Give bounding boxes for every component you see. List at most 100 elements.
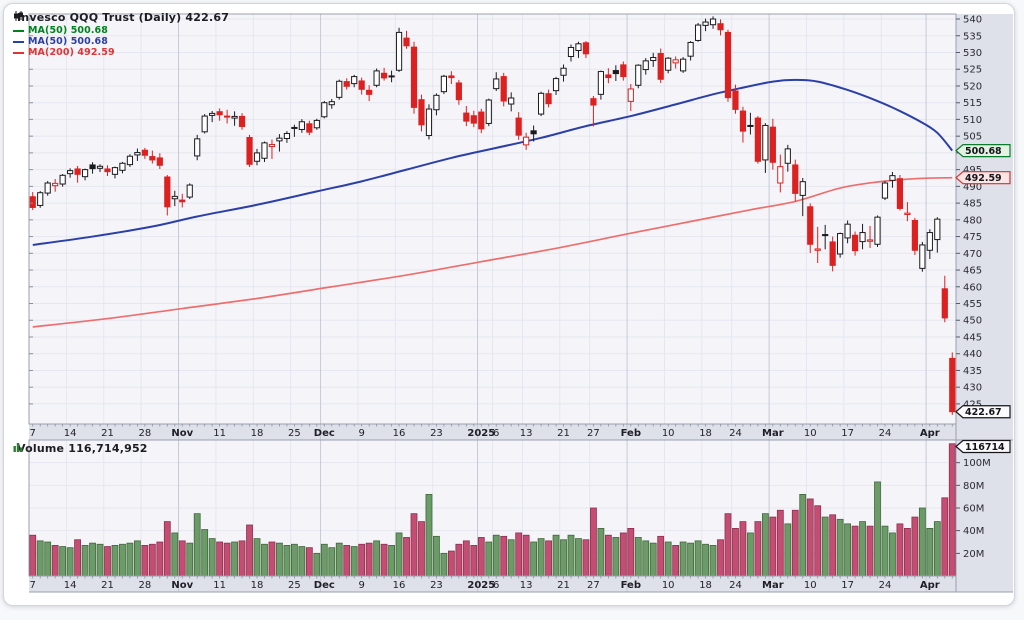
candle [627, 88, 634, 102]
legend-label: MA(200) 492.59 [28, 47, 115, 58]
axis-tick-label: 13 [520, 580, 533, 591]
candle [425, 108, 433, 136]
candle [455, 82, 462, 101]
candle [665, 57, 672, 71]
axis-tick-label: 10 [662, 428, 675, 439]
axis-tick-label: 9 [358, 580, 364, 591]
axis-tick-label: 21 [101, 428, 114, 439]
volume-bar [507, 539, 515, 577]
axis-tick-label: 27 [587, 580, 600, 591]
volume-bar [283, 545, 291, 577]
candle [74, 168, 81, 175]
candle [67, 170, 74, 175]
volume-bar [59, 546, 67, 577]
candle [807, 206, 814, 245]
volume-bar [410, 513, 418, 577]
candle [194, 138, 201, 157]
axis-tick-label: 24 [879, 428, 892, 439]
volume-bar [51, 545, 59, 577]
axis-tick-label: 25 [288, 428, 301, 439]
volume-bar [208, 538, 216, 577]
volume-bar [732, 528, 739, 577]
volume-bar [36, 540, 44, 577]
volume-bar [253, 538, 261, 577]
candle [866, 239, 874, 242]
candle [552, 78, 560, 92]
volume-bar [522, 534, 530, 577]
price-tag [955, 439, 1011, 454]
candle [919, 244, 926, 269]
candle [739, 110, 747, 132]
month-boundary-lines [178, 14, 927, 592]
volume-bar [657, 535, 665, 577]
axis-tick-label: 475 [963, 232, 982, 243]
volume-header: Volume 116,714,952 [13, 442, 148, 455]
candle [881, 182, 889, 199]
candle [911, 220, 918, 251]
volume-bar [89, 542, 96, 577]
candle [560, 67, 567, 76]
candle [717, 23, 724, 31]
candle [642, 60, 649, 71]
volume-bar [634, 537, 642, 577]
candle [537, 92, 545, 115]
volume-bar [373, 540, 381, 577]
candle [463, 112, 470, 122]
volume-bar [836, 518, 844, 577]
candlesticks [29, 16, 956, 415]
volume-bar [305, 547, 313, 577]
volume-bar [358, 543, 366, 577]
candle [657, 52, 664, 80]
candle [209, 112, 216, 116]
price-volume-chart: 5405355305255205155105055004954904854804… [28, 13, 1013, 593]
volume-bar [388, 545, 395, 577]
volume-bar [313, 552, 321, 577]
volume-bar [156, 541, 164, 577]
volume-bar [395, 532, 403, 577]
volume-bar [126, 542, 134, 577]
candle [889, 175, 896, 181]
candle [792, 164, 799, 194]
axis-tick-label: 14 [64, 580, 77, 591]
candle [59, 174, 66, 185]
candle [650, 57, 657, 62]
candle [37, 192, 44, 206]
axis-tick-label: 14 [64, 428, 77, 439]
axis-tick-label: 21 [101, 580, 114, 591]
axis-tick-label: 525 [963, 65, 982, 76]
candle [784, 148, 791, 164]
ma-color-swatch [13, 40, 24, 43]
axis-tick-label: 24 [729, 428, 742, 439]
candle [747, 124, 754, 127]
candle [44, 182, 51, 194]
candle [179, 199, 186, 203]
ma50 [32, 78, 954, 246]
candle [306, 123, 313, 133]
candle [822, 234, 829, 237]
volume-bar [44, 541, 52, 577]
volume-bar [133, 540, 141, 577]
axis-tick-label: 25 [288, 580, 301, 591]
panel-backgrounds [29, 14, 1013, 592]
legend-item-0: MA(50) 500.68 [13, 25, 115, 36]
candle [351, 76, 358, 85]
axis-tick-label: Apr [920, 428, 940, 439]
candle [328, 101, 335, 106]
candle [89, 164, 96, 170]
volume-bar [500, 535, 508, 577]
axis-tick-label: 505 [963, 132, 982, 143]
volume-bar [948, 443, 956, 577]
axis-tick-label: 80M [963, 481, 984, 492]
candle [702, 21, 709, 26]
volume-bar [447, 550, 455, 577]
candle [582, 42, 590, 55]
axis-tick-label: 2025 [467, 428, 495, 439]
price-tag-value: 500.68 [965, 146, 1002, 157]
axis-tick-label: 17 [841, 580, 854, 591]
volume-bar [672, 545, 680, 577]
axis-tick-label: 6 [493, 428, 499, 439]
axis-tick-label: 450 [963, 316, 982, 327]
volume-bar [148, 543, 156, 577]
volume-bar [552, 534, 560, 577]
volume-bar [889, 532, 896, 577]
